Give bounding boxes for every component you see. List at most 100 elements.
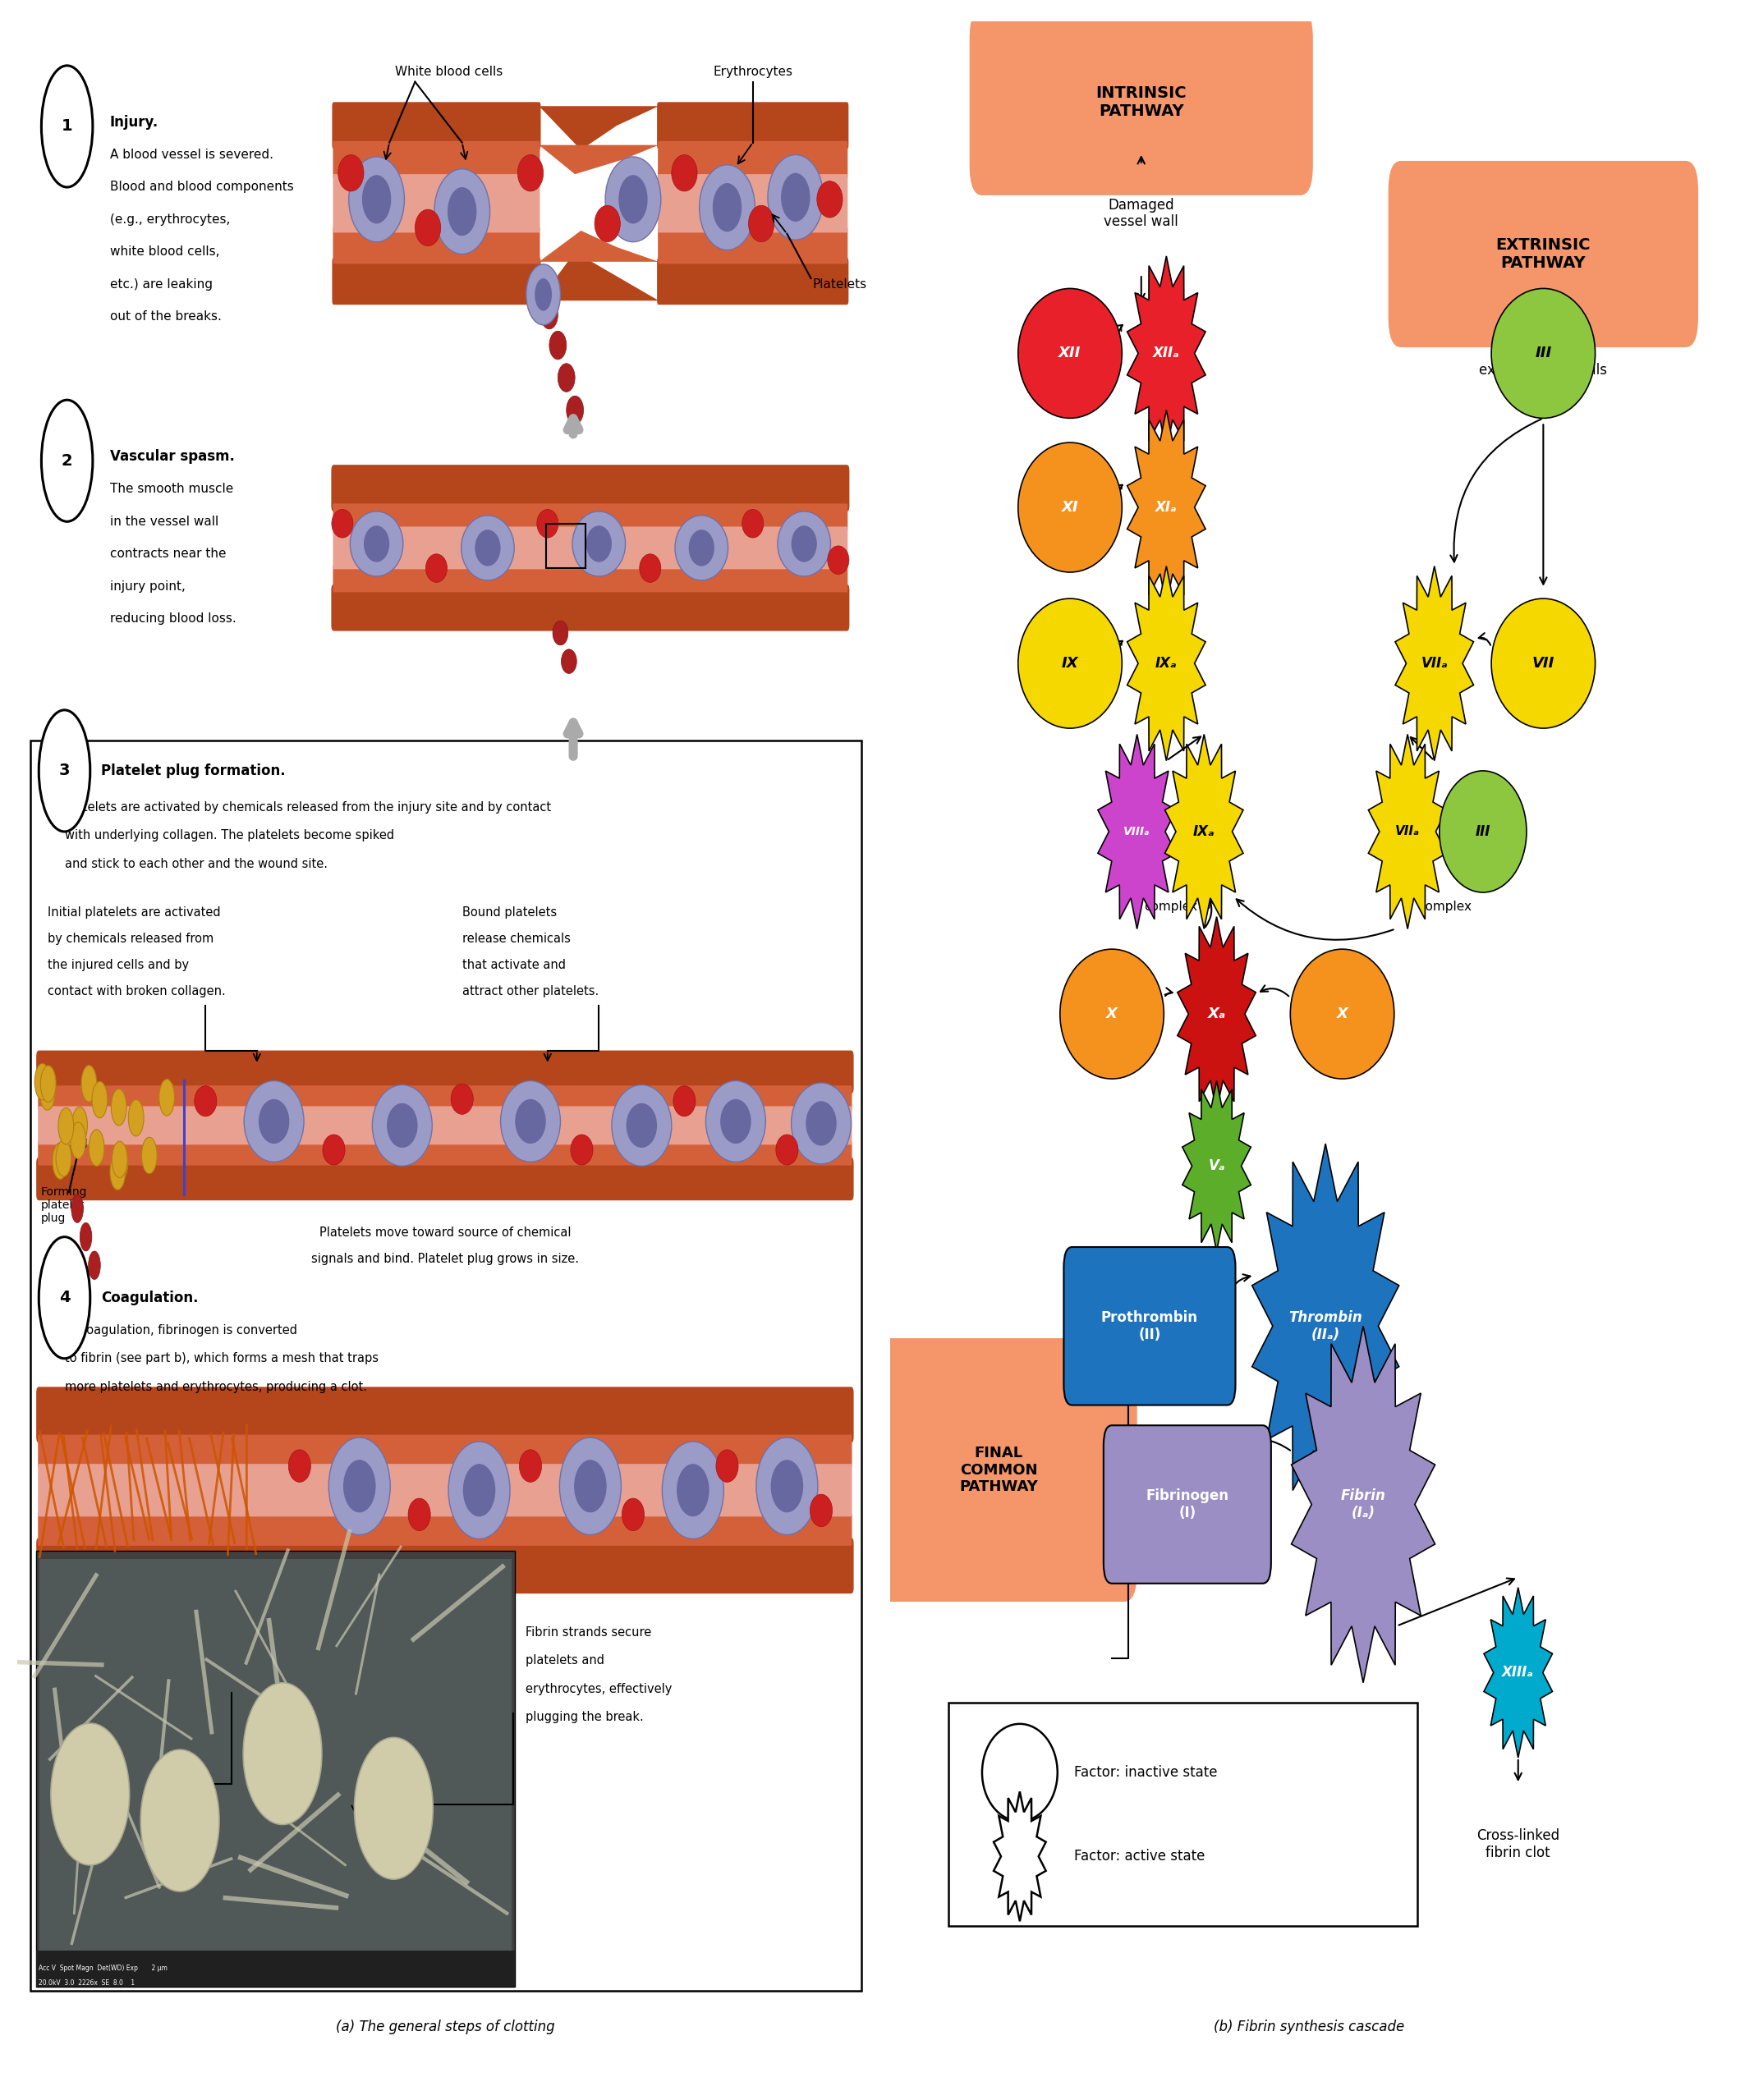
Text: 3: 3 (59, 762, 70, 779)
Ellipse shape (982, 1724, 1057, 1821)
FancyBboxPatch shape (333, 565, 848, 592)
Ellipse shape (621, 1497, 644, 1531)
Text: attract other platelets.: attract other platelets. (462, 985, 599, 998)
Text: A blood vessel is severed.: A blood vessel is severed. (110, 149, 274, 162)
Text: XII: XII (1059, 346, 1082, 361)
Circle shape (112, 1140, 127, 1178)
Polygon shape (1127, 567, 1206, 760)
Text: Factor: active state: Factor: active state (1075, 1848, 1206, 1865)
Ellipse shape (244, 1082, 304, 1161)
FancyBboxPatch shape (333, 227, 539, 265)
Ellipse shape (553, 622, 569, 645)
FancyBboxPatch shape (860, 1338, 1138, 1602)
Text: XI: XI (1061, 500, 1078, 514)
Ellipse shape (574, 1460, 607, 1512)
Text: Prothrombin
(II): Prothrombin (II) (1101, 1310, 1199, 1342)
FancyBboxPatch shape (949, 1703, 1417, 1926)
Ellipse shape (344, 1460, 375, 1512)
FancyBboxPatch shape (333, 174, 539, 233)
Ellipse shape (612, 1086, 672, 1166)
FancyBboxPatch shape (37, 1050, 853, 1094)
FancyBboxPatch shape (1064, 1247, 1235, 1405)
Circle shape (40, 1065, 56, 1102)
Text: Platelets: Platelets (813, 279, 867, 290)
Text: Damaged
vessel wall: Damaged vessel wall (1105, 197, 1178, 229)
Text: Blood and blood components: Blood and blood components (110, 181, 293, 193)
Ellipse shape (288, 1449, 311, 1483)
Ellipse shape (777, 1134, 797, 1166)
Polygon shape (1291, 1325, 1434, 1682)
Ellipse shape (475, 529, 501, 567)
Text: 20.0kV  3.0  2226x  SE  8.0    1: 20.0kV 3.0 2226x SE 8.0 1 (38, 1978, 134, 1987)
Ellipse shape (520, 1449, 541, 1483)
FancyBboxPatch shape (37, 1386, 853, 1443)
Ellipse shape (527, 265, 560, 326)
Ellipse shape (349, 158, 405, 242)
Text: VIIₐ: VIIₐ (1396, 825, 1420, 838)
Ellipse shape (586, 525, 612, 563)
Ellipse shape (778, 512, 831, 575)
Ellipse shape (782, 172, 810, 223)
Circle shape (72, 1107, 87, 1142)
Polygon shape (1178, 918, 1256, 1111)
Ellipse shape (426, 554, 447, 582)
Text: contracts near the: contracts near the (110, 548, 227, 561)
Text: to fibrin (see part b), which forms a mesh that traps: to fibrin (see part b), which forms a me… (65, 1352, 379, 1365)
Ellipse shape (550, 332, 567, 359)
Ellipse shape (141, 1749, 220, 1892)
Text: X: X (1106, 1006, 1117, 1021)
Text: X: X (1337, 1006, 1347, 1021)
Ellipse shape (817, 181, 843, 218)
Polygon shape (1483, 1588, 1553, 1758)
FancyBboxPatch shape (38, 1140, 852, 1166)
Text: signals and bind. Platelet plug grows in size.: signals and bind. Platelet plug grows in… (311, 1254, 579, 1266)
Text: Fibrin strands secure: Fibrin strands secure (525, 1625, 651, 1638)
Text: injury point,: injury point, (110, 580, 185, 592)
Text: III: III (1476, 823, 1490, 840)
FancyBboxPatch shape (1389, 162, 1698, 347)
Ellipse shape (768, 155, 824, 239)
Ellipse shape (363, 525, 389, 563)
Text: XIIIₐ: XIIIₐ (1502, 1665, 1534, 1680)
Polygon shape (1127, 410, 1206, 605)
Circle shape (113, 1145, 127, 1180)
Text: Erythrocytes: Erythrocytes (714, 65, 792, 78)
Ellipse shape (435, 168, 490, 254)
Ellipse shape (372, 1086, 433, 1166)
Ellipse shape (361, 174, 391, 223)
Text: XIIₐ: XIIₐ (1153, 346, 1180, 361)
FancyBboxPatch shape (38, 1464, 852, 1516)
Ellipse shape (323, 1134, 346, 1166)
Polygon shape (539, 252, 660, 300)
Text: VIIₐ: VIIₐ (1420, 655, 1448, 670)
Ellipse shape (1290, 949, 1394, 1079)
Text: more platelets and erythrocytes, producing a clot.: more platelets and erythrocytes, produci… (65, 1380, 366, 1392)
Circle shape (72, 1195, 84, 1222)
Ellipse shape (790, 1084, 852, 1163)
Text: Initial platelets are activated: Initial platelets are activated (47, 907, 220, 920)
Ellipse shape (1017, 598, 1122, 729)
Text: that activate and: that activate and (462, 960, 565, 972)
Polygon shape (539, 231, 660, 262)
FancyBboxPatch shape (333, 141, 539, 179)
Text: release chemicals: release chemicals (462, 932, 571, 945)
Circle shape (40, 1073, 56, 1111)
Ellipse shape (1492, 288, 1595, 418)
FancyBboxPatch shape (40, 1558, 511, 1978)
Text: Fibrinogen
(I): Fibrinogen (I) (1146, 1489, 1228, 1520)
Text: out of the breaks.: out of the breaks. (110, 311, 222, 323)
Text: FINAL
COMMON
PATHWAY: FINAL COMMON PATHWAY (960, 1445, 1038, 1495)
Text: 4: 4 (59, 1289, 70, 1306)
FancyBboxPatch shape (332, 584, 850, 630)
Ellipse shape (194, 1086, 216, 1117)
Circle shape (89, 1252, 101, 1279)
Text: Bound platelets: Bound platelets (462, 907, 557, 920)
Text: The smooth muscle: The smooth muscle (110, 483, 234, 496)
FancyBboxPatch shape (37, 1157, 853, 1201)
Text: Vₐ: Vₐ (1208, 1159, 1225, 1174)
Ellipse shape (501, 1082, 560, 1161)
Ellipse shape (354, 1737, 433, 1880)
FancyBboxPatch shape (332, 464, 850, 512)
Text: complex: complex (1419, 901, 1473, 914)
Text: White blood cells: White blood cells (396, 65, 503, 78)
